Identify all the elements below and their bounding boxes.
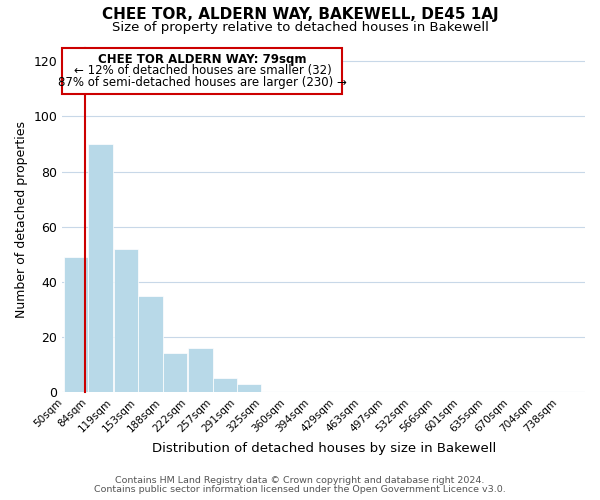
- Bar: [88, 144, 113, 392]
- Bar: [64, 257, 88, 392]
- Text: CHEE TOR, ALDERN WAY, BAKEWELL, DE45 1AJ: CHEE TOR, ALDERN WAY, BAKEWELL, DE45 1AJ: [101, 8, 499, 22]
- Y-axis label: Number of detached properties: Number of detached properties: [15, 121, 28, 318]
- Bar: [163, 354, 187, 392]
- Bar: [138, 296, 163, 392]
- Text: 87% of semi-detached houses are larger (230) →: 87% of semi-detached houses are larger (…: [58, 76, 347, 88]
- Text: Contains HM Land Registry data © Crown copyright and database right 2024.: Contains HM Land Registry data © Crown c…: [115, 476, 485, 485]
- Bar: [188, 348, 212, 392]
- X-axis label: Distribution of detached houses by size in Bakewell: Distribution of detached houses by size …: [152, 442, 496, 455]
- Text: Contains public sector information licensed under the Open Government Licence v3: Contains public sector information licen…: [94, 485, 506, 494]
- Text: CHEE TOR ALDERN WAY: 79sqm: CHEE TOR ALDERN WAY: 79sqm: [98, 52, 307, 66]
- Text: ← 12% of detached houses are smaller (32): ← 12% of detached houses are smaller (32…: [74, 64, 331, 77]
- Bar: [113, 248, 137, 392]
- FancyBboxPatch shape: [62, 48, 342, 94]
- Bar: [238, 384, 262, 392]
- Text: Size of property relative to detached houses in Bakewell: Size of property relative to detached ho…: [112, 21, 488, 34]
- Bar: [213, 378, 237, 392]
